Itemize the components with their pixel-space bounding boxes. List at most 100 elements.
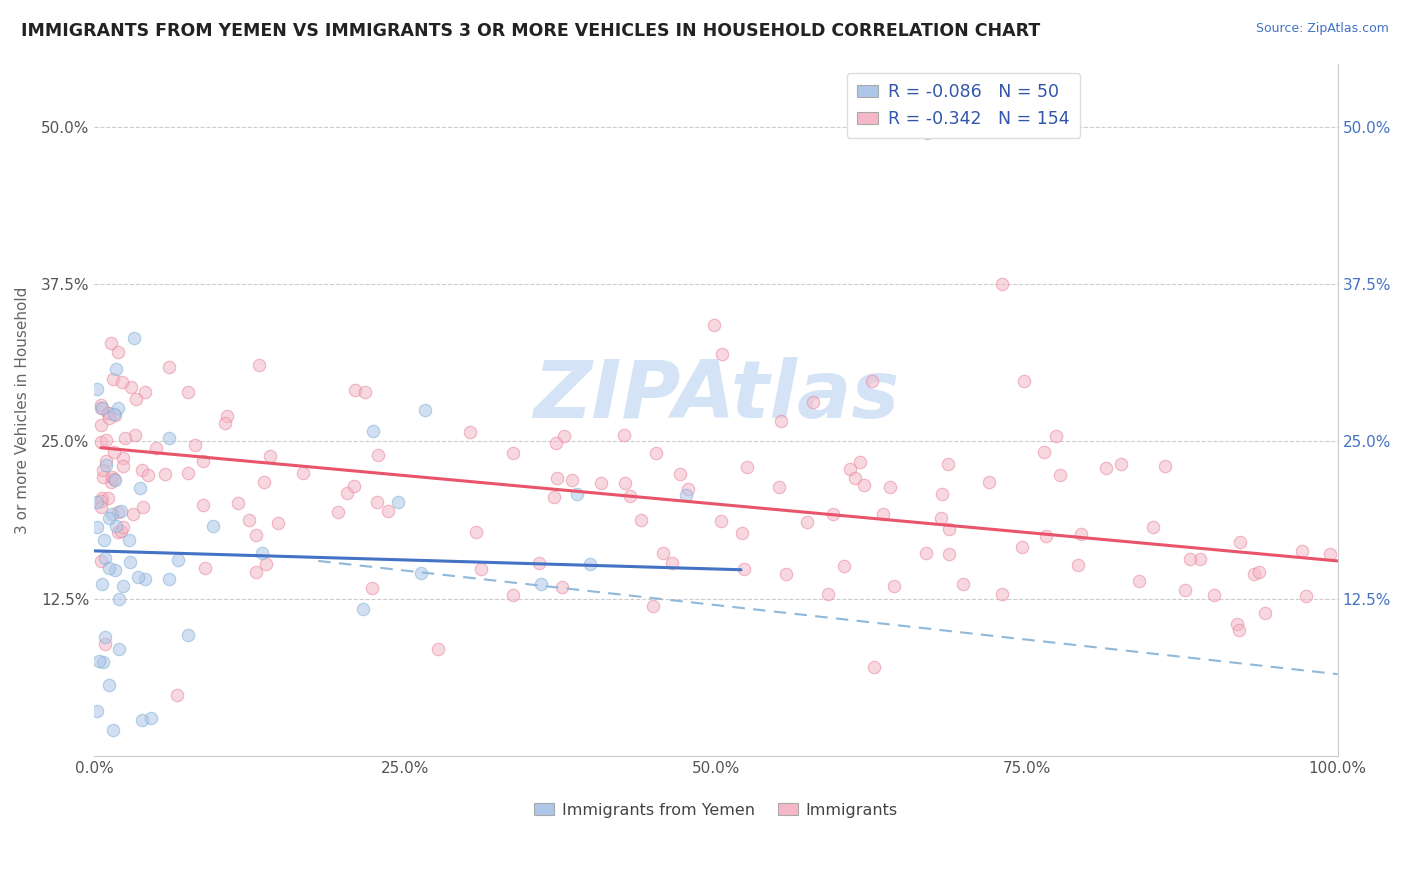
Point	[936, 458, 959, 472]
Point	[98, 678, 121, 692]
Point	[931, 510, 953, 524]
Point	[343, 384, 366, 398]
Point	[1109, 457, 1132, 471]
Point	[1174, 583, 1197, 598]
Point	[97, 491, 120, 505]
Point	[96, 433, 118, 447]
Point	[546, 471, 568, 485]
Point	[101, 723, 124, 737]
Point	[1154, 459, 1177, 474]
Point	[90, 500, 112, 514]
Point	[118, 533, 141, 547]
Point	[737, 459, 759, 474]
Point	[228, 496, 250, 510]
Point	[361, 581, 384, 595]
Point	[1070, 527, 1092, 541]
Point	[527, 557, 550, 571]
Point	[96, 458, 118, 473]
Point	[336, 486, 359, 500]
Point	[769, 414, 792, 428]
Point	[377, 504, 399, 518]
Point	[796, 515, 818, 529]
Point	[879, 480, 901, 494]
Point	[991, 587, 1014, 601]
Point	[90, 494, 112, 508]
Point	[103, 407, 125, 421]
Point	[107, 345, 129, 359]
Point	[589, 476, 612, 491]
Point	[413, 403, 436, 417]
Point	[97, 511, 120, 525]
Point	[676, 482, 699, 496]
Point	[775, 567, 797, 582]
Point	[184, 438, 207, 452]
Point	[125, 392, 148, 406]
Point	[292, 466, 315, 480]
Point	[361, 424, 384, 438]
Point	[104, 408, 127, 422]
Point	[100, 335, 122, 350]
Point	[733, 562, 755, 576]
Point	[853, 477, 876, 491]
Point	[426, 641, 449, 656]
Point	[136, 467, 159, 482]
Point	[93, 533, 115, 547]
Point	[1180, 551, 1202, 566]
Point	[153, 467, 176, 481]
Point	[86, 520, 108, 534]
Point	[121, 508, 143, 522]
Point	[1243, 567, 1265, 582]
Point	[107, 592, 129, 607]
Point	[801, 395, 824, 409]
Point	[561, 473, 583, 487]
Point	[107, 505, 129, 519]
Point	[619, 489, 641, 503]
Point	[630, 513, 652, 527]
Point	[94, 551, 117, 566]
Point	[157, 572, 180, 586]
Point	[86, 382, 108, 396]
Point	[166, 553, 188, 567]
Point	[254, 557, 277, 571]
Point	[1095, 460, 1118, 475]
Point	[94, 637, 117, 651]
Point	[253, 475, 276, 489]
Point	[245, 528, 267, 542]
Point	[108, 641, 131, 656]
Point	[118, 556, 141, 570]
Point	[1035, 529, 1057, 543]
Point	[86, 495, 108, 509]
Point	[145, 441, 167, 455]
Point	[250, 546, 273, 560]
Point	[917, 126, 939, 140]
Point	[565, 486, 588, 500]
Point	[91, 470, 114, 484]
Point	[131, 463, 153, 477]
Text: Source: ZipAtlas.com: Source: ZipAtlas.com	[1256, 22, 1389, 36]
Point	[97, 406, 120, 420]
Point	[1291, 544, 1313, 558]
Point	[1319, 547, 1341, 561]
Point	[553, 428, 575, 442]
Point	[530, 577, 553, 591]
Point	[191, 454, 214, 468]
Point	[703, 318, 725, 332]
Point	[938, 522, 960, 536]
Point	[202, 518, 225, 533]
Point	[94, 454, 117, 468]
Point	[991, 277, 1014, 292]
Point	[1142, 520, 1164, 534]
Point	[139, 711, 162, 725]
Point	[97, 561, 120, 575]
Point	[1249, 566, 1271, 580]
Point	[817, 587, 839, 601]
Point	[502, 446, 524, 460]
Point	[101, 470, 124, 484]
Point	[1188, 552, 1211, 566]
Point	[90, 401, 112, 416]
Point	[166, 688, 188, 702]
Point	[1227, 623, 1250, 637]
Point	[129, 481, 152, 495]
Point	[107, 401, 129, 416]
Point	[644, 446, 666, 460]
